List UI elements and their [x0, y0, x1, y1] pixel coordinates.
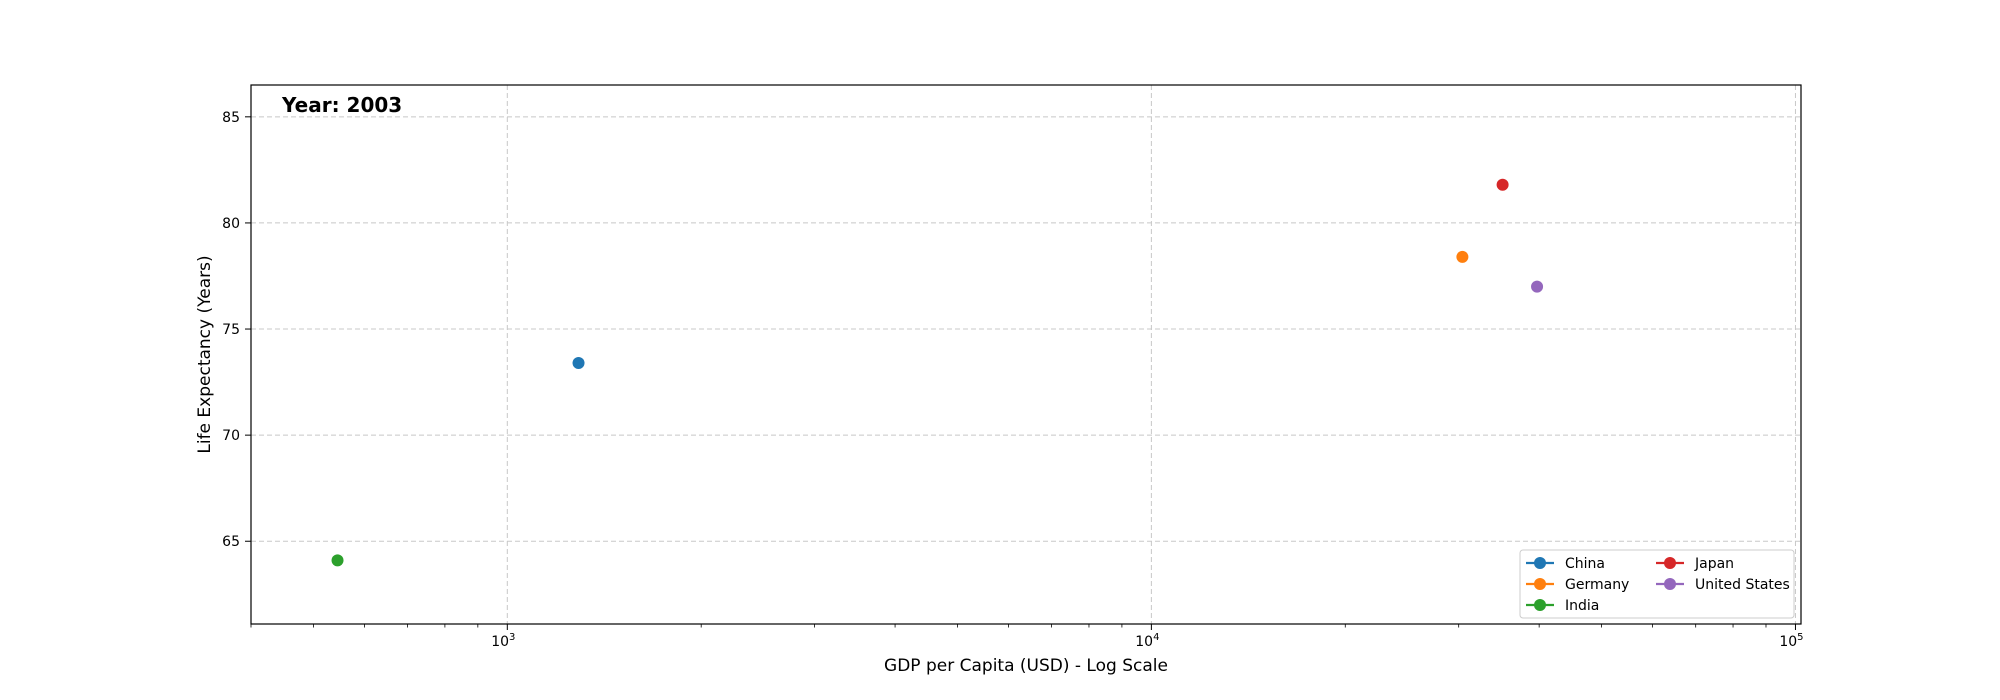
grid [251, 85, 1801, 624]
data-points [331, 178, 1544, 567]
y-tick-label: 70 [222, 428, 240, 444]
data-point-japan [1496, 178, 1509, 191]
legend-marker [1664, 578, 1676, 590]
data-point-germany [1456, 250, 1469, 263]
legend-marker [1534, 599, 1546, 611]
y-tick-label: 75 [222, 322, 240, 338]
legend-label: Japan [1694, 556, 1734, 572]
legend-marker [1534, 557, 1546, 569]
y-tick-label: 65 [222, 534, 240, 550]
data-point-china [572, 356, 585, 369]
legend-marker [1664, 557, 1676, 569]
legend-label: Germany [1565, 577, 1629, 593]
legend-label: China [1565, 556, 1605, 572]
x-axis-label: GDP per Capita (USD) - Log Scale [884, 656, 1168, 676]
year-annotation: Year: 2003 [281, 93, 402, 117]
y-tick-label: 80 [222, 216, 240, 232]
legend-item: China [1526, 556, 1605, 572]
y-axis-label: Life Expectancy (Years) [195, 255, 215, 453]
data-point-india [331, 554, 344, 567]
legend-marker [1534, 578, 1546, 590]
legend-label: India [1565, 598, 1599, 614]
y-axis-ticks: 65 70 75 80 85 [222, 110, 251, 550]
legend-item: Japan [1656, 556, 1734, 572]
data-point-united-states [1531, 280, 1544, 293]
legend-label: United States [1695, 577, 1790, 593]
legend-item: Germany [1526, 577, 1629, 593]
legend: China Germany India Japan United States [1519, 549, 1795, 619]
legend-item: United States [1656, 577, 1790, 593]
legend-item: India [1526, 598, 1599, 614]
plot-frame [250, 84, 1802, 625]
y-tick-label: 85 [222, 110, 240, 126]
